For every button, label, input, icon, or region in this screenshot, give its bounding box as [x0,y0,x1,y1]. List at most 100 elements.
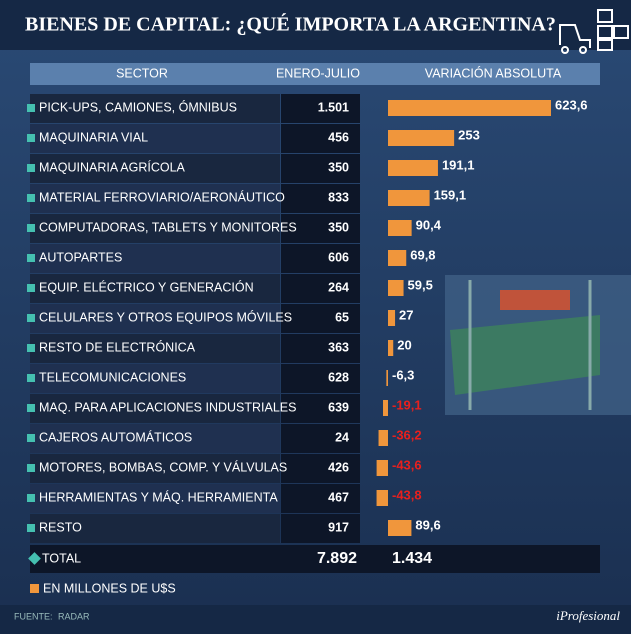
sector-label: PICK-UPS, CAMIONES, ÓMNIBUS [39,99,237,114]
bar [388,520,412,536]
value-label: -43,8 [392,487,422,502]
container-image [445,275,631,415]
row-marker [27,224,35,232]
sector-label: HERRAMIENTAS Y MÁQ. HERRAMIENTA [39,489,278,504]
row-bg [30,364,280,393]
value-cell [281,454,360,483]
row-marker [27,374,35,382]
bar [388,220,412,236]
value-label: 623,6 [555,97,588,112]
value-cell [281,364,360,393]
enero-julio-value: 24 [335,430,349,444]
enero-julio-value: 350 [328,160,349,174]
bar [383,400,388,416]
total-row [30,545,600,573]
row-marker [27,434,35,442]
value-cell [281,484,360,513]
row-bg [30,184,280,213]
row-bg [30,94,280,123]
source: RADAR [58,611,90,621]
row-marker [27,524,35,532]
sector-label: MAQUINARIA VIAL [39,130,148,144]
bar [388,160,438,176]
sector-label: TELECOMUNICACIONES [39,370,186,384]
value-cell [281,514,360,543]
sector-label: AUTOPARTES [39,250,122,264]
row-marker [27,344,35,352]
sector-label: RESTO DE ELECTRÓNICA [39,339,196,354]
row-marker [27,404,35,412]
row-bg [30,484,280,513]
value-label: -43,6 [392,457,422,472]
bar [388,130,455,146]
row-bg [30,454,280,483]
row-bg [30,154,280,183]
value-cell [281,334,360,363]
row-marker [27,494,35,502]
sector-label: MATERIAL FERROVIARIO/AERONÁUTICO [39,189,285,204]
enero-julio-value: 426 [328,460,349,474]
value-label: 20 [397,337,411,352]
total-label: TOTAL [42,551,81,565]
brand: iProfesional [556,608,620,623]
bar [378,430,388,446]
forklift-icon [559,9,629,54]
total-enero-julio: 7.892 [317,550,357,567]
enero-julio-value: 264 [328,280,349,294]
enero-julio-value: 350 [328,220,349,234]
row-marker [27,254,35,262]
row-bg [30,394,280,423]
title: BIENES DE CAPITAL: ¿QUÉ IMPORTA LA ARGEN… [25,13,556,36]
value-cell [281,214,360,243]
row-marker [27,314,35,322]
header: SECTOR [116,66,168,80]
bar [386,370,388,386]
bar [388,250,407,266]
value-cell [281,304,360,333]
title-bar [0,0,631,50]
row-marker [27,134,35,142]
value-cell [281,124,360,153]
row-marker [27,104,35,112]
value-label: 191,1 [442,157,475,172]
sector-label: MOTORES, BOMBAS, COMP. Y VÁLVULAS [39,459,287,474]
enero-julio-value: 1.501 [318,100,349,114]
source-label: FUENTE: [14,611,53,621]
sector-label: RESTO [39,520,82,534]
value-cell [281,184,360,213]
value-label: -6,3 [392,367,414,382]
sector-label: CAJEROS AUTOMÁTICOS [39,429,192,444]
bar [388,100,551,116]
row-bg [30,514,280,543]
sector-label: COMPUTADORAS, TABLETS Y MONITORES [39,220,297,234]
value-label: 59,5 [408,277,433,292]
value-cell [281,424,360,453]
sector-label: MAQUINARIA AGRÍCOLA [39,159,186,174]
bar [376,460,388,476]
header-row [30,63,600,85]
enero-julio-value: 363 [328,340,349,354]
bar [388,310,396,326]
value-label: 89,6 [415,517,440,532]
row-bg [30,424,280,453]
bar [388,190,430,206]
value-cell [281,244,360,273]
header: VARIACIÓN ABSOLUTA [425,65,562,80]
enero-julio-value: 467 [328,490,349,504]
enero-julio-value: 639 [328,400,349,414]
total-variacion: 1.434 [392,550,432,567]
enero-julio-value: 456 [328,130,349,144]
row-bg [30,244,280,273]
row-bg [30,214,280,243]
row-marker [27,284,35,292]
bar [388,280,404,296]
row-marker [27,464,35,472]
row-bg [30,334,280,363]
row-marker [27,164,35,172]
bar [388,340,394,356]
value-label: 253 [458,127,480,142]
row-bg [30,304,280,333]
enero-julio-value: 833 [328,190,349,204]
value-label: 90,4 [416,217,442,232]
